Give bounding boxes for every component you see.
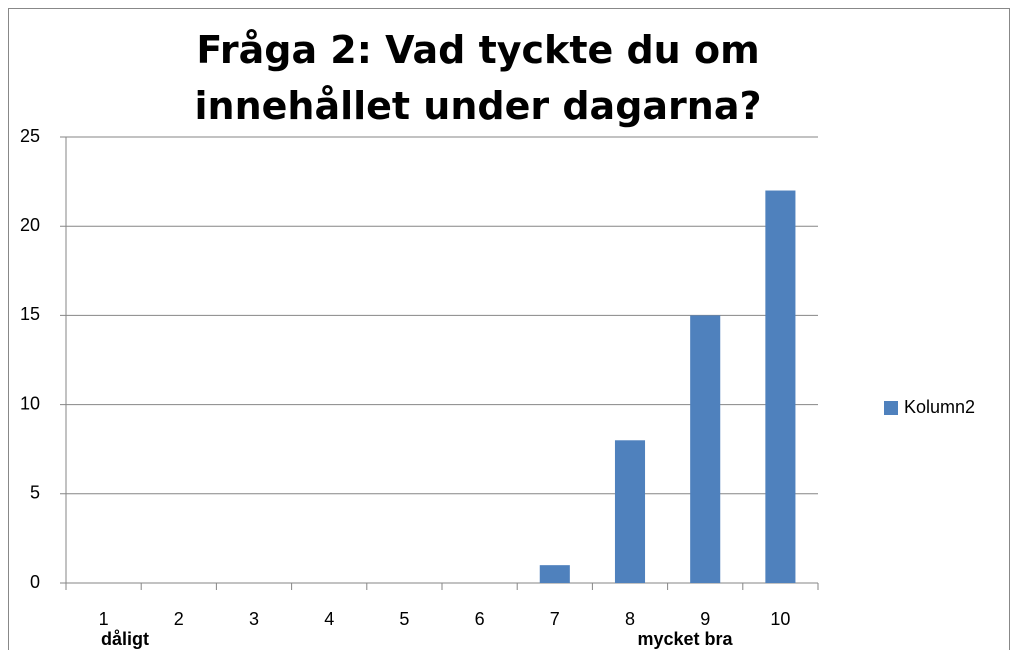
y-tick-label: 15 (20, 304, 40, 324)
x-tick-label: 2 (174, 609, 184, 629)
y-tick-label: 10 (20, 393, 40, 413)
x-tick-label: 4 (324, 609, 334, 629)
y-tick-label: 0 (30, 572, 40, 592)
x-tick-label: 3 (249, 609, 259, 629)
x-tick-label: 10 (770, 609, 790, 629)
bar (614, 440, 646, 583)
x-tick-label: 7 (550, 609, 560, 629)
legend-label: Kolumn2 (904, 397, 975, 417)
y-tick-label: 20 (20, 215, 40, 235)
chart-title: Fråga 2: Vad tyckte du om innehållet und… (194, 28, 762, 128)
x-tick-label: 6 (475, 609, 485, 629)
y-tick-label: 25 (20, 126, 40, 146)
annotation: mycket bra (637, 629, 733, 649)
legend-swatch (884, 401, 898, 415)
x-tick-label: 8 (625, 609, 635, 629)
y-tick-label: 5 (30, 483, 40, 503)
annotation: dåligt (101, 629, 149, 649)
chart-border (8, 8, 1010, 650)
bar (690, 315, 721, 583)
x-tick-label: 1 (99, 609, 109, 629)
x-tick-label: 9 (700, 609, 710, 629)
bar (539, 565, 570, 583)
bar (765, 190, 796, 583)
x-tick-label: 5 (399, 609, 409, 629)
